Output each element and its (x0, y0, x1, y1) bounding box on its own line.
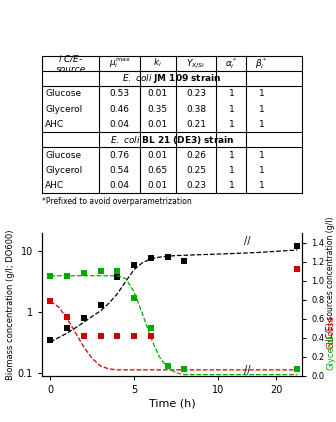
Text: $k_i$: $k_i$ (154, 57, 162, 70)
Point (48, 298, 53, 305)
Text: Glycerol: Glycerol (45, 166, 82, 175)
Point (148, 254, 154, 261)
Point (115, 332, 120, 339)
Text: $\beta_i^*$: $\beta_i^*$ (255, 56, 268, 70)
Point (98, 332, 103, 339)
Point (65, 325, 70, 331)
Point (165, 362, 170, 369)
Text: 0.38: 0.38 (186, 105, 206, 114)
Point (295, 266, 300, 273)
Text: $\it{E.\ coli}$ $\bf{BL\ 21\ (DE3)\ strain}$: $\it{E.\ coli}$ $\bf{BL\ 21\ (DE3)\ stra… (110, 134, 235, 146)
Text: 0.76: 0.76 (110, 151, 130, 160)
Point (148, 332, 154, 339)
Text: $Y_{X/Si}$: $Y_{X/Si}$ (186, 57, 206, 70)
Text: 1: 1 (228, 181, 234, 190)
Point (148, 325, 154, 331)
Point (48, 336, 53, 343)
Text: 1: 1 (258, 181, 264, 190)
Point (295, 243, 300, 250)
Text: Glycerol: Glycerol (326, 335, 335, 370)
Point (295, 365, 300, 372)
Text: 1: 1 (228, 120, 234, 129)
Text: 0.23: 0.23 (186, 181, 206, 190)
Text: //: // (244, 365, 250, 375)
Text: 1: 1 (258, 151, 264, 160)
Text: 1: 1 (258, 89, 264, 98)
Text: 1: 1 (228, 105, 234, 114)
Text: 0.46: 0.46 (110, 105, 129, 114)
Text: 0.53: 0.53 (110, 89, 130, 98)
Point (81, 270, 87, 276)
Text: AHC: AHC (45, 120, 64, 129)
Text: 0.01: 0.01 (148, 89, 168, 98)
Text: 1: 1 (228, 89, 234, 98)
Point (98, 268, 103, 274)
Text: 1: 1 (258, 105, 264, 114)
Text: 1: 1 (228, 166, 234, 175)
Text: 0.01: 0.01 (148, 181, 168, 190)
Point (131, 294, 137, 301)
Text: 0.01: 0.01 (148, 120, 168, 129)
Text: $\it{E.\ coli}$ $\bf{JM\ 109\ strain}$: $\it{E.\ coli}$ $\bf{JM\ 109\ strain}$ (122, 72, 222, 85)
Point (115, 268, 120, 274)
Text: (C/E)-sources concentration (g/l): (C/E)-sources concentration (g/l) (326, 217, 335, 341)
Point (165, 253, 170, 260)
Text: 0.21: 0.21 (186, 120, 206, 129)
Text: 1: 1 (258, 120, 264, 129)
Y-axis label: Biomass concentration (g/l; DO600): Biomass concentration (g/l; DO600) (6, 229, 15, 379)
Point (131, 332, 137, 339)
Text: AHC: AHC (45, 181, 64, 190)
Text: Glucose: Glucose (45, 89, 81, 98)
Text: $i$ C/E-
source: $i$ C/E- source (55, 52, 86, 74)
Text: *Prefixed to avoid overparametrization: *Prefixed to avoid overparametrization (42, 197, 192, 206)
Text: //: // (244, 236, 250, 246)
Text: 0.26: 0.26 (186, 151, 206, 160)
Text: 0.04: 0.04 (110, 181, 129, 190)
Text: Glycerol: Glycerol (45, 105, 82, 114)
Text: 0.35: 0.35 (148, 105, 168, 114)
Point (182, 258, 187, 265)
Text: $\mu_i^{\rm max}$: $\mu_i^{\rm max}$ (109, 57, 130, 70)
Point (98, 302, 103, 308)
Text: Glucose: Glucose (326, 315, 335, 349)
X-axis label: Time (h): Time (h) (149, 399, 196, 409)
Text: 0.04: 0.04 (110, 120, 129, 129)
Point (65, 313, 70, 320)
Text: Glucose: Glucose (45, 151, 81, 160)
Text: 1: 1 (258, 166, 264, 175)
Point (131, 261, 137, 268)
Point (48, 272, 53, 279)
Point (115, 273, 120, 280)
Point (65, 272, 70, 279)
Text: 0.65: 0.65 (148, 166, 168, 175)
Text: 0.25: 0.25 (186, 166, 206, 175)
Text: $\alpha_i^*$: $\alpha_i^*$ (225, 56, 238, 70)
Point (81, 332, 87, 339)
Text: 0.54: 0.54 (110, 166, 129, 175)
Text: 0.01: 0.01 (148, 151, 168, 160)
Text: 0.23: 0.23 (186, 89, 206, 98)
Text: 1: 1 (228, 151, 234, 160)
Point (182, 365, 187, 372)
Point (81, 314, 87, 321)
